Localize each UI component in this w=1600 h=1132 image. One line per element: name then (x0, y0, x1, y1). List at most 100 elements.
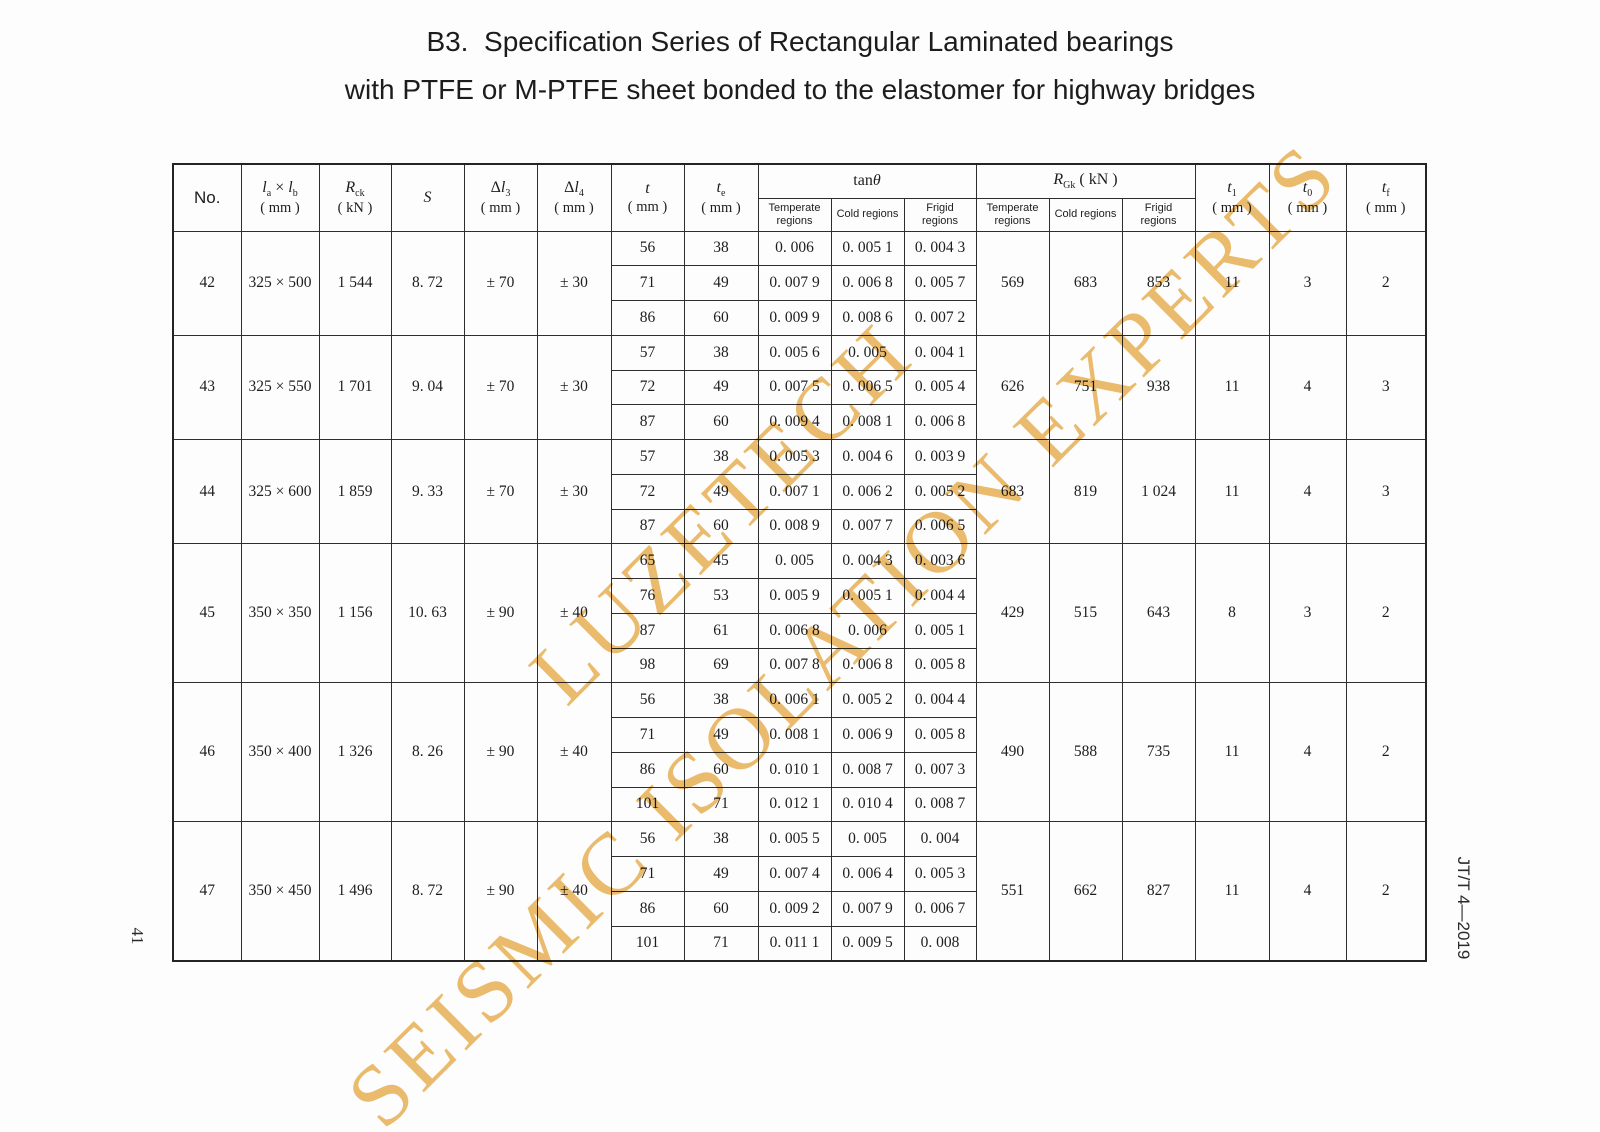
cell-te: 60 (683, 890, 759, 927)
table-row: 47 350 × 450 1 496 8. 72 ± 90 ± 40 56 38 0. 005 … (172, 821, 1427, 962)
cell-tan-cold: 0. 005 1 (830, 230, 905, 267)
cell-te: 49 (683, 856, 759, 892)
cell-te: 60 (683, 300, 759, 336)
cell-tan-temperate: 0. 007 8 (757, 647, 832, 684)
cell-rgk-temperate: 429 (975, 543, 1050, 684)
cell-no: 46 (172, 682, 242, 823)
table-row: 87 60 0. 009 4 0. 008 1 0. 006 8 (173, 404, 1426, 440)
cell-s: 8. 72 (390, 821, 465, 962)
cell-t0: 4 (1268, 438, 1347, 545)
cell-rck: 1 859 (318, 438, 392, 545)
header-rgk-region-frigid: Frigid regions (1121, 197, 1196, 232)
header-tan-region-temperate: Temperate regions (757, 197, 832, 232)
header-row-regions: Temperate regions Cold regions Frigid regi… (173, 197, 1426, 232)
cell-tan-temperate: 0. 008 9 (757, 508, 832, 545)
cell-rgk-temperate: 551 (975, 821, 1050, 962)
cell-rgk-frigid: 938 (1121, 334, 1196, 441)
cell-tan-temperate: 0. 009 9 (757, 300, 832, 336)
cell-tan-cold: 0. 005 2 (830, 682, 905, 718)
cell-tan-frigid: 0. 007 2 (903, 300, 977, 336)
cell-tan-cold: 0. 005 1 (830, 578, 905, 614)
cell-tan-frigid: 0. 007 3 (903, 751, 977, 788)
cell-tf: 3 (1345, 438, 1427, 545)
header-rgk-region-temperate: Temperate regions (975, 197, 1050, 232)
table-row: 86 60 0. 009 9 0. 008 6 0. 007 2 (173, 300, 1426, 336)
table-row: 46 350 × 400 1 326 8. 26 ± 90 ± 40 56 38 0. 006 … (172, 682, 1427, 823)
cell-tf: 2 (1345, 682, 1427, 823)
cell-t: 86 (610, 300, 685, 336)
cell-t: 101 (610, 925, 685, 962)
cell-tan-cold: 0. 010 4 (830, 786, 905, 823)
cell-rck: 1 326 (318, 682, 392, 823)
cell-t: 71 (610, 265, 685, 301)
cell-t: 72 (610, 369, 685, 406)
cell-no: 45 (172, 543, 242, 684)
cell-delta-l3: ± 90 (463, 682, 538, 823)
table-row: 101 71 0. 012 1 0. 010 4 0. 008 7 (173, 786, 1426, 823)
header-rck-unit: ( kN ) (337, 199, 373, 216)
cell-te: 53 (683, 578, 759, 614)
cell-delta-l3: ± 70 (463, 334, 538, 441)
header-t0-unit: ( mm ) (1287, 199, 1328, 216)
cell-t1: 11 (1194, 821, 1270, 962)
cell-t: 86 (610, 890, 685, 927)
cell-t0: 4 (1268, 682, 1347, 823)
cell-tan-temperate: 0. 005 6 (757, 334, 832, 371)
header-t1: t1( mm ) (1194, 163, 1270, 232)
cell-t: 86 (610, 751, 685, 788)
cell-t: 98 (610, 647, 685, 684)
header-tan-region-frigid: Frigid regions (903, 197, 977, 232)
cell-te: 61 (683, 612, 759, 649)
cell-tan-frigid: 0. 006 7 (903, 890, 977, 927)
header-t: t( mm ) (610, 163, 685, 232)
cell-delta-l4: ± 30 (536, 230, 612, 336)
cell-tan-frigid: 0. 005 1 (903, 612, 977, 649)
header-tf: tf( mm ) (1345, 163, 1427, 232)
cell-rgk-frigid: 643 (1121, 543, 1196, 684)
cell-size: 350 × 400 (240, 682, 320, 823)
cell-te: 60 (683, 508, 759, 545)
cell-te: 60 (683, 751, 759, 788)
cell-tf: 2 (1345, 543, 1427, 684)
cell-te: 49 (683, 369, 759, 406)
cell-t: 87 (610, 404, 685, 440)
cell-rgk-cold: 751 (1048, 334, 1123, 441)
header-row-groups: No. la × lb( mm ) Rck( kN ) S Δl3( mm ) Δl4( … (172, 163, 1427, 232)
table-row: 43 325 × 550 1 701 9. 04 ± 70 ± 30 57 38 0. 005 … (172, 334, 1427, 441)
cell-t: 101 (610, 786, 685, 823)
cell-no: 42 (172, 230, 242, 336)
table-row: 87 60 0. 008 9 0. 007 7 0. 006 5 (173, 508, 1426, 545)
cell-t: 71 (610, 717, 685, 753)
cell-tan-frigid: 0. 004 1 (903, 334, 977, 371)
standard-number-side-label: JT/T 4—2019 (1454, 856, 1473, 960)
cell-tan-cold: 0. 008 1 (830, 404, 905, 440)
cell-rgk-temperate: 569 (975, 230, 1050, 336)
cell-te: 71 (683, 925, 759, 962)
cell-tan-cold: 0. 006 5 (830, 369, 905, 406)
cell-tf: 2 (1345, 230, 1427, 336)
table-row: 76 53 0. 005 9 0. 005 1 0. 004 4 (173, 578, 1426, 614)
title-line-2: with PTFE or M-PTFE sheet bonded to the … (344, 74, 1256, 105)
cell-t1: 11 (1194, 334, 1270, 441)
cell-tan-frigid: 0. 004 (903, 821, 977, 857)
cell-tan-temperate: 0. 005 9 (757, 578, 832, 614)
cell-tan-temperate: 0. 012 1 (757, 786, 832, 823)
cell-te: 69 (683, 647, 759, 684)
cell-tan-cold: 0. 006 4 (830, 856, 905, 892)
cell-tan-cold: 0. 006 9 (830, 717, 905, 753)
header-rgk-group: RGk ( kN ) (975, 163, 1196, 199)
cell-rck: 1 496 (318, 821, 392, 962)
page-number: 41 (128, 927, 147, 945)
cell-rgk-frigid: 853 (1121, 230, 1196, 336)
cell-tan-cold: 0. 004 6 (830, 439, 905, 475)
cell-tan-temperate: 0. 005 (757, 543, 832, 579)
header-tan-region-cold: Cold regions (830, 197, 905, 232)
cell-t: 71 (610, 856, 685, 892)
cell-rgk-frigid: 735 (1121, 682, 1196, 823)
cell-rgk-temperate: 683 (975, 438, 1050, 545)
header-delta-l3: Δl3( mm ) (463, 163, 538, 232)
cell-te: 38 (683, 439, 759, 475)
page-title: B3. Specification Series of Rectangular … (0, 26, 1600, 106)
cell-tan-temperate: 0. 005 3 (757, 439, 832, 475)
cell-tan-temperate: 0. 009 2 (757, 890, 832, 927)
